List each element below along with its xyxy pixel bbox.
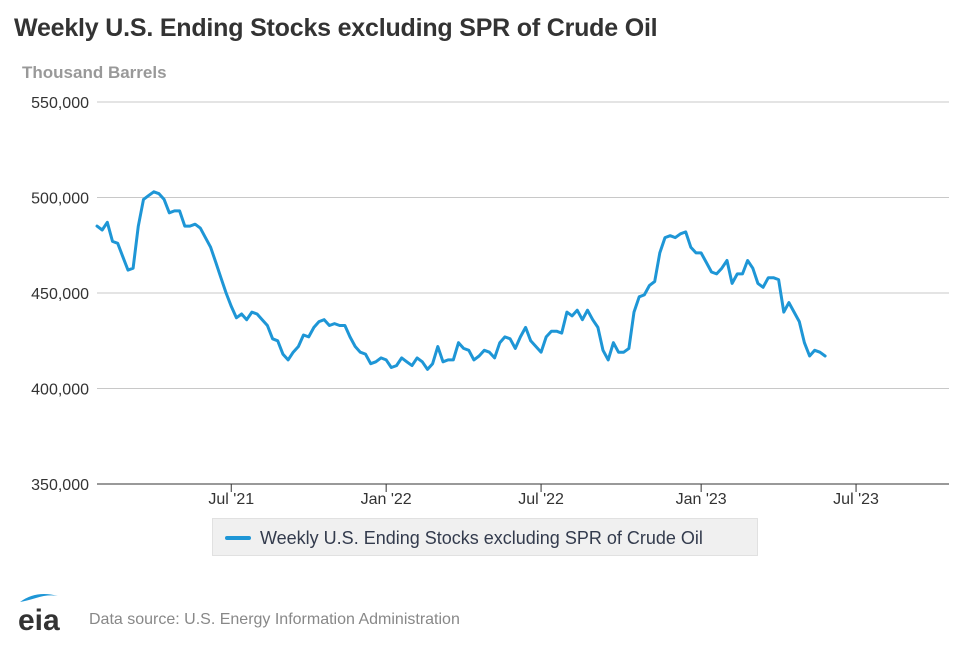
legend[interactable]: Weekly U.S. Ending Stocks excluding SPR … xyxy=(212,518,758,556)
x-tick-label: Jan '23 xyxy=(676,491,727,508)
legend-series-swatch xyxy=(225,536,251,540)
plot-area xyxy=(95,190,827,371)
y-axis-units-label: Thousand Barrels xyxy=(22,63,167,82)
legend-series-label[interactable]: Weekly U.S. Ending Stocks excluding SPR … xyxy=(260,528,703,548)
series-line xyxy=(95,190,827,371)
y-tick-label: 450,000 xyxy=(31,286,89,303)
y-tick-label: 550,000 xyxy=(31,95,89,112)
data-source: Data source: U.S. Energy Information Adm… xyxy=(89,611,460,628)
y-axis-ticks: 350,000 400,000 450,000 500,000 550,000 xyxy=(31,95,89,494)
eia-logo-icon: eia xyxy=(18,594,60,634)
x-tick-label: Jul '23 xyxy=(833,491,879,508)
y-tick-label: 500,000 xyxy=(31,191,89,208)
eia-logo-text: eia xyxy=(18,604,60,634)
chart-title: Weekly U.S. Ending Stocks excluding SPR … xyxy=(14,14,658,42)
y-tick-label: 400,000 xyxy=(31,382,89,399)
x-tick-label: Jul '21 xyxy=(208,491,254,508)
y-tick-label: 350,000 xyxy=(31,477,89,494)
x-tick-label: Jul '22 xyxy=(518,491,564,508)
x-tick-label: Jan '22 xyxy=(361,491,412,508)
x-axis: Jul '21 Jan '22 Jul '22 Jan '23 Jul '23 xyxy=(97,483,949,508)
